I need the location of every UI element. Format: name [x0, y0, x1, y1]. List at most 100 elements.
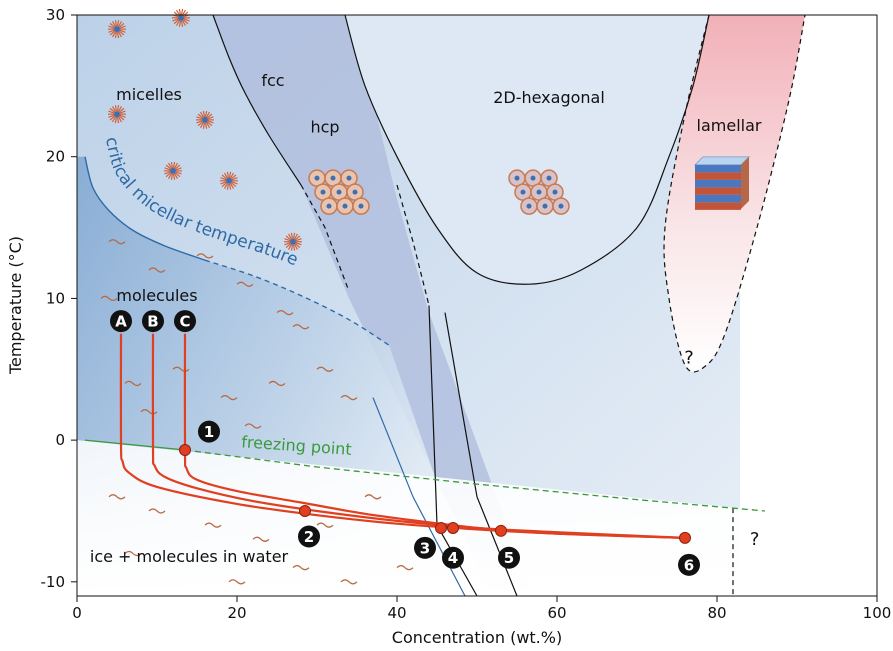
ice-region — [77, 440, 765, 596]
y-axis-title: Temperature (°C) — [6, 236, 25, 375]
phase-label-hex: 2D-hexagonal — [493, 88, 605, 107]
cooling-path-C — [183, 333, 686, 539]
molecule-icon — [100, 295, 118, 302]
molecule-icon — [196, 253, 214, 259]
decorations — [100, 8, 751, 585]
path-badge-label: A — [115, 313, 127, 331]
path-point-6 — [679, 531, 691, 544]
molecule-icon — [364, 494, 382, 500]
molecule-icon — [148, 508, 166, 514]
x-axis-title: Concentration (wt.%) — [392, 628, 562, 647]
path-badge-label: C — [179, 313, 190, 331]
molecule-icon — [316, 522, 334, 528]
cooling-paths — [119, 333, 691, 544]
molecule-icon — [268, 380, 286, 387]
y-tick-label: 0 — [55, 431, 65, 449]
molecule-icon — [124, 380, 142, 387]
lamellar-boundary-dashed — [663, 14, 806, 373]
step-badge-label: 6 — [684, 556, 694, 574]
molecule-icon — [236, 281, 254, 287]
step-badge-3 — [414, 536, 436, 559]
step-badge-label: 4 — [448, 549, 458, 567]
molecule-icon — [276, 309, 294, 316]
step-badge-label: 2 — [304, 528, 314, 546]
cmt-line-dashed — [204, 259, 390, 346]
path-point-3 — [435, 521, 447, 534]
molecule-icon — [396, 565, 414, 571]
molecule-icon — [220, 395, 238, 401]
step-badge-2 — [298, 525, 320, 548]
x-tick-label: 60 — [547, 604, 566, 622]
y-tick-label: 10 — [46, 289, 65, 307]
molecule-icon — [340, 395, 358, 401]
x-tick-label: 20 — [227, 604, 246, 622]
molecule-icon — [204, 522, 222, 528]
fcc-boundary-line — [212, 14, 302, 186]
path-point-2 — [299, 504, 311, 517]
x-tick-label: 100 — [863, 604, 892, 622]
hcp-boundary-dashed — [300, 184, 350, 292]
step-badge-label: 1 — [204, 423, 214, 441]
hex-left-dashed — [396, 184, 430, 306]
phase-label-fcc: fcc — [261, 71, 284, 90]
molecule-icon — [316, 366, 334, 372]
molecule-icon — [148, 267, 166, 273]
path-badge-A — [110, 310, 132, 333]
phase-label-ice: ice + molecules in water — [90, 547, 289, 566]
micelle-icon — [108, 105, 126, 124]
micelle-icon — [108, 20, 126, 39]
step-badge-4 — [442, 546, 464, 569]
phase-label-micelles: micelles — [116, 85, 182, 104]
molecule-icon — [252, 536, 270, 542]
phase-label-hcp: hcp — [310, 118, 339, 137]
micelle-icon — [172, 8, 190, 27]
micelle-icon — [164, 161, 182, 180]
step-badge-1 — [198, 420, 220, 443]
step-badge-label: 5 — [504, 549, 514, 567]
molecule-icon — [244, 423, 262, 429]
y-tick-label: 30 — [46, 6, 65, 24]
y-tick-label: 20 — [46, 148, 65, 166]
fcc-hcp-structure-icon — [308, 169, 370, 215]
path-badge-B — [142, 310, 164, 333]
plot-area — [77, 15, 877, 596]
micelle-icon — [196, 110, 214, 129]
question-mark: ? — [750, 529, 760, 550]
path-badge-label: B — [147, 313, 158, 331]
molecule-icon — [108, 239, 126, 245]
fcc-hcp-region — [213, 15, 533, 596]
freezing-line-solid — [84, 439, 186, 451]
hexagonal-boundary-line — [344, 14, 710, 285]
phase-label-lam: lamellar — [697, 116, 762, 135]
path-point-1 — [179, 444, 191, 457]
molecule-icon — [108, 494, 126, 500]
y-tick-label: -10 — [41, 573, 66, 591]
x-tick-label: 40 — [387, 604, 406, 622]
molecule-icon — [140, 409, 158, 415]
freezing-line-dashed — [184, 449, 766, 512]
step-badge-5 — [498, 546, 520, 569]
step-badge-6 — [678, 553, 700, 576]
micelle-icon — [284, 232, 302, 251]
path-point-5 — [495, 524, 507, 537]
hexagonal-structure-icon — [508, 169, 570, 215]
lamellar-structure-icon — [693, 156, 751, 210]
molecule-icon — [292, 324, 310, 330]
path-badge-C — [174, 310, 196, 333]
micelle-icon — [220, 171, 238, 190]
x-tick-label: 0 — [72, 604, 82, 622]
cmt-line-solid — [84, 156, 206, 261]
question-mark: ? — [684, 348, 694, 369]
molecule-icon — [172, 366, 190, 372]
step-badge-label: 3 — [420, 539, 430, 557]
x-tick-label: 80 — [707, 604, 726, 622]
molecule-icon — [340, 579, 358, 585]
hexagonal-region — [345, 15, 709, 285]
molecule-icon — [124, 550, 142, 557]
molecule-icon — [228, 579, 246, 585]
molecule-icon — [292, 565, 310, 571]
path-point-4 — [447, 521, 459, 534]
phase-label-molecules: molecules — [116, 286, 197, 305]
